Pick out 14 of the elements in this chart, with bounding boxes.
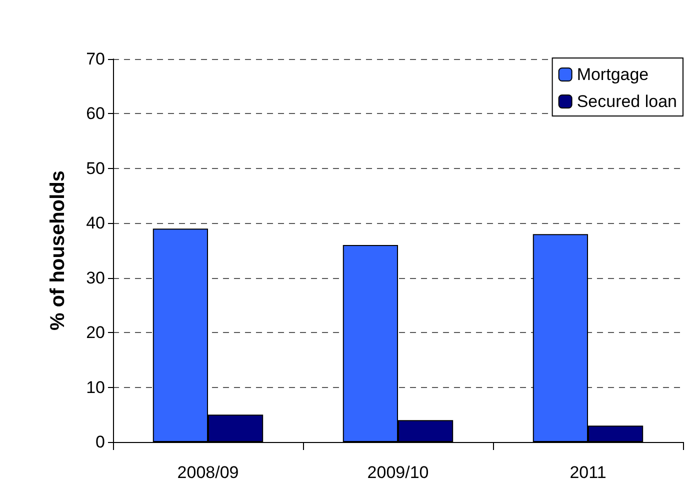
x-tick-label: 2011 — [570, 463, 606, 482]
y-tick-label: 40 — [86, 214, 105, 233]
legend-label: Mortgage — [576, 65, 649, 84]
y-axis-title: % of households — [47, 170, 69, 330]
y-tick-label: 10 — [86, 378, 105, 397]
y-tick-label: 0 — [96, 432, 105, 452]
x-tick-label: 2008/09 — [177, 463, 239, 482]
y-tick-label: 70 — [86, 50, 105, 68]
y-tick-label: 20 — [86, 323, 105, 342]
legend-label: Secured loan — [576, 92, 678, 111]
y-tick-label: 30 — [86, 268, 105, 288]
y-tick-label: 60 — [86, 104, 105, 124]
y-tick-label: 50 — [86, 158, 105, 178]
x-tick-label: 2009/10 — [367, 463, 429, 482]
